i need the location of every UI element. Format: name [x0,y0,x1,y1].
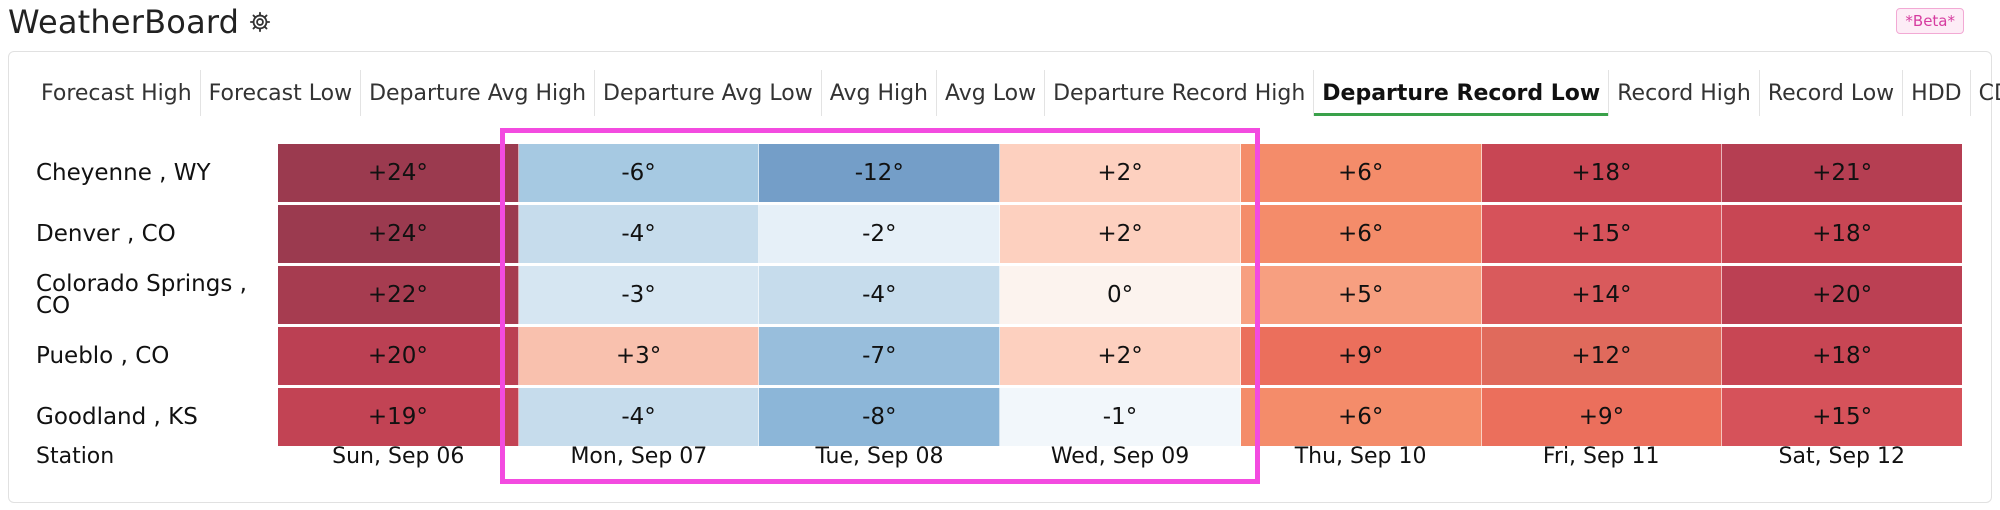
departure-grid: +24° -6° -12° +2° +6° +18° +21° +24° -4° -2° +2° +6… [278,144,1963,449]
temp-cell[interactable]: -2° [759,205,1001,263]
temp-cell[interactable]: -6° [518,144,760,202]
temp-cell[interactable]: +9° [1240,327,1482,385]
temp-cell[interactable]: +18° [1722,205,1963,263]
date-header: Thu, Sep 10 [1294,444,1427,469]
date-header: Sun, Sep 06 [332,444,465,469]
temp-cell[interactable]: +2° [1000,205,1241,263]
tab-record-high[interactable]: Record High [1609,70,1760,116]
table-row: +22° -3° -4° 0° +5° +14° +20° [278,266,1963,324]
app-title: WeatherBoard [8,3,240,41]
temp-cell[interactable]: -4° [518,205,760,263]
temp-cell[interactable]: +3° [518,327,760,385]
tab-departure-avg-high[interactable]: Departure Avg High [361,70,596,116]
beta-badge: *Beta* [1896,8,1964,34]
tab-forecast-low[interactable]: Forecast Low [201,70,362,116]
tab-forecast-high[interactable]: Forecast High [33,70,201,116]
temp-cell[interactable]: +2° [1000,327,1241,385]
temp-cell[interactable]: +18° [1722,327,1963,385]
temp-cell[interactable]: +14° [1481,266,1723,324]
temp-cell[interactable]: +6° [1240,144,1482,202]
temp-cell[interactable]: +2° [1000,144,1241,202]
table-row: +19° -4° -8° -1° +6° +9° +15° [278,388,1963,446]
tab-departure-avg-low[interactable]: Departure Avg Low [595,70,822,116]
temp-cell[interactable]: 0° [1000,266,1241,324]
station-name: Denver , CO [36,221,176,247]
temp-cell[interactable]: +9° [1481,388,1723,446]
date-header: Fri, Sep 11 [1542,444,1660,469]
table-row: +20° +3° -7° +2° +9° +12° +18° [278,327,1963,385]
temp-cell[interactable]: -1° [1000,388,1241,446]
station-name: Colorado Springs , CO [36,271,247,319]
app-header: WeatherBoard [8,0,271,44]
temp-cell[interactable]: +6° [1240,388,1482,446]
temp-cell[interactable]: -4° [759,266,1001,324]
date-header: Mon, Sep 07 [570,444,708,469]
station-column: Cheyenne , WY Denver , CO Colorado Springs… [36,144,276,449]
tab-cdd[interactable]: CDD [1978,80,2000,106]
temp-cell[interactable]: -7° [759,327,1001,385]
table-row: +24° -4° -2° +2° +6° +15° +18° [278,205,1963,263]
tab-avg-high[interactable]: Avg High [822,70,938,116]
tab-departure-record-high[interactable]: Departure Record High [1045,70,1315,116]
tab-record-low[interactable]: Record Low [1760,70,1904,116]
temp-cell[interactable]: +20° [278,327,519,385]
temp-cell[interactable]: +24° [278,205,519,263]
station-name: Goodland , KS [36,404,198,430]
date-header-row: Sun, Sep 06 Mon, Sep 07 Tue, Sep 08 Wed, Se… [278,444,1962,480]
date-header: Sat, Sep 12 [1778,444,1906,469]
temp-cell[interactable]: +18° [1481,144,1723,202]
temp-cell[interactable]: +19° [278,388,519,446]
station-header: Station [36,444,115,469]
table-row: +24° -6° -12° +2° +6° +18° +21° [278,144,1963,202]
temp-cell[interactable]: +5° [1240,266,1482,324]
tab-hdd[interactable]: HDD [1903,70,1971,116]
temp-cell[interactable]: -8° [759,388,1001,446]
temp-cell[interactable]: +20° [1722,266,1963,324]
tab-departure-record-low[interactable]: Departure Record Low [1314,70,1610,116]
tab-avg-low[interactable]: Avg Low [937,70,1046,116]
station-name: Cheyenne , WY [36,160,211,186]
temp-cell[interactable]: +15° [1481,205,1723,263]
temp-cell[interactable]: -3° [518,266,760,324]
gear-icon[interactable] [249,11,271,33]
temp-cell[interactable]: +24° [278,144,519,202]
temp-cell[interactable]: +22° [278,266,519,324]
temp-cell[interactable]: +12° [1481,327,1723,385]
temp-cell[interactable]: -4° [518,388,760,446]
temp-cell[interactable]: -12° [759,144,1001,202]
temp-cell[interactable]: +15° [1722,388,1963,446]
date-header: Wed, Sep 09 [1050,444,1190,469]
date-header: Tue, Sep 08 [815,444,944,469]
station-name: Pueblo , CO [36,343,170,369]
temp-cell[interactable]: +21° [1722,144,1963,202]
temp-cell[interactable]: +6° [1240,205,1482,263]
metric-tabs: Forecast High Forecast Low Departure Avg H… [33,70,2000,116]
